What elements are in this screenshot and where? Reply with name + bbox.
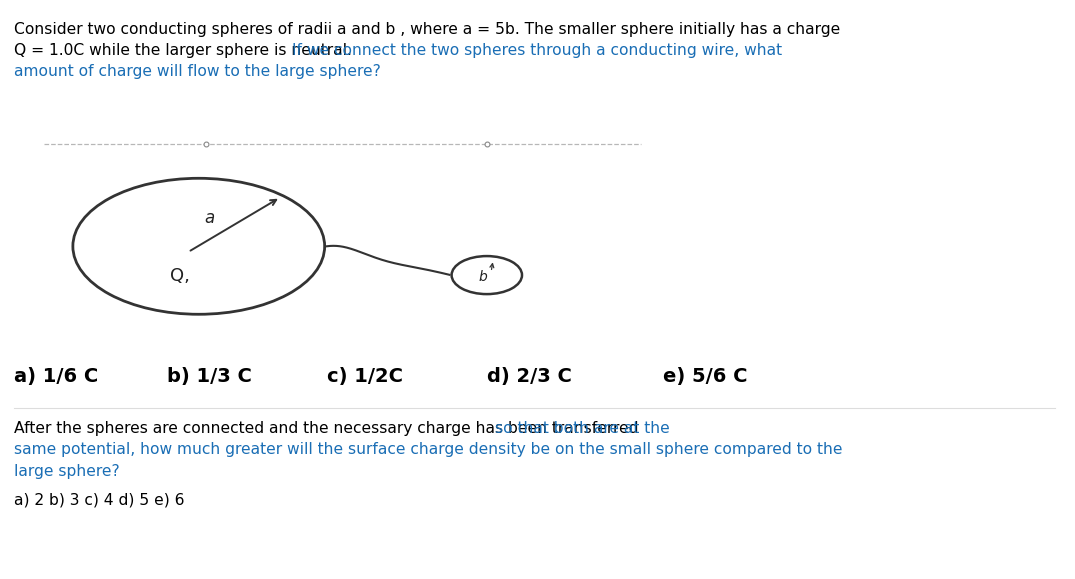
Text: same potential, how much greater will the surface charge density be on the small: same potential, how much greater will th… (14, 442, 843, 457)
Text: so that both are at the: so that both are at the (496, 421, 670, 436)
Text: a) 2 b) 3 c) 4 d) 5 e) 6: a) 2 b) 3 c) 4 d) 5 e) 6 (14, 492, 185, 507)
Text: Q = 1.0C while the larger sphere is neutral.: Q = 1.0C while the larger sphere is neut… (14, 43, 357, 58)
Text: c) 1/2C: c) 1/2C (327, 367, 403, 386)
Text: a) 1/6 C: a) 1/6 C (14, 367, 99, 386)
Text: If we connect the two spheres through a conducting wire, what: If we connect the two spheres through a … (291, 43, 782, 58)
Text: a: a (204, 208, 214, 226)
Text: Consider two conducting spheres of radii a and b , where a = 5b. The smaller sph: Consider two conducting spheres of radii… (14, 21, 841, 36)
Text: d) 2/3 C: d) 2/3 C (487, 367, 572, 386)
Text: b) 1/3 C: b) 1/3 C (167, 367, 252, 386)
Text: large sphere?: large sphere? (14, 464, 120, 478)
Text: After the spheres are connected and the necessary charge has been transferred: After the spheres are connected and the … (14, 421, 644, 436)
Text: amount of charge will flow to the large sphere?: amount of charge will flow to the large … (14, 64, 381, 79)
Text: e) 5/6 C: e) 5/6 C (663, 367, 747, 386)
Text: b: b (478, 270, 487, 284)
Text: Q,: Q, (170, 267, 189, 285)
